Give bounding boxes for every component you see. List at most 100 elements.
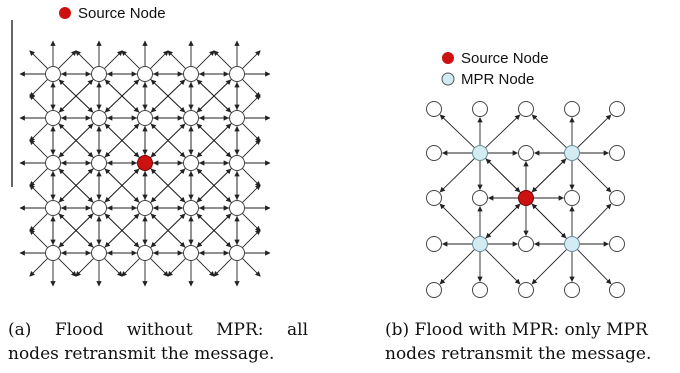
flood-edge-outward xyxy=(241,184,261,204)
flood-edge-outward xyxy=(75,50,95,70)
flood-edge xyxy=(150,79,186,114)
flood-edge-outward xyxy=(241,139,261,159)
mpr-node xyxy=(564,236,580,252)
flood-edge-outward xyxy=(167,257,187,277)
caption-b-line-1: (b) Flood with MPR: only MPR xyxy=(385,320,648,340)
flood-edge xyxy=(104,79,140,114)
panel-a-legend: Source Node xyxy=(59,5,166,22)
flood-edge xyxy=(58,123,94,159)
flood-edge-outward xyxy=(29,139,49,159)
mpr-edge xyxy=(485,157,521,193)
flood-edge-outward xyxy=(29,78,49,98)
flood-edge xyxy=(58,79,94,114)
node xyxy=(45,110,61,126)
caption-a-line-1: (a) Flood without MPR: all xyxy=(8,320,308,340)
flood-edge xyxy=(150,213,186,249)
caption-a: (a) Flood without MPR: all nodes retrans… xyxy=(8,318,308,366)
flood-edge xyxy=(150,123,186,159)
node xyxy=(564,101,580,117)
panel-b-mpr-flood xyxy=(426,101,625,298)
node xyxy=(426,282,442,298)
node xyxy=(426,145,442,161)
node xyxy=(45,200,61,216)
flood-edge-outward xyxy=(29,167,49,187)
node xyxy=(229,155,245,171)
node xyxy=(609,190,625,206)
legend-source-dot xyxy=(442,52,454,64)
mpr-edge xyxy=(439,248,476,285)
flood-edge-outward xyxy=(29,257,49,277)
node xyxy=(518,236,534,252)
node xyxy=(426,190,442,206)
node xyxy=(564,282,580,298)
flood-edge xyxy=(196,213,232,249)
node xyxy=(183,66,199,82)
mpr-edge xyxy=(439,114,475,149)
flood-edge-outward xyxy=(195,50,215,70)
legend-b-mpr-label: MPR Node xyxy=(461,71,534,88)
flood-edge-outward xyxy=(241,122,261,142)
node xyxy=(91,110,107,126)
source-node xyxy=(518,190,534,206)
node xyxy=(229,66,245,82)
flood-edge-outward xyxy=(103,257,123,277)
mpr-edge xyxy=(531,157,567,193)
flood-edge xyxy=(58,168,94,204)
flood-edge xyxy=(196,123,232,159)
source-node xyxy=(137,155,153,171)
flood-edge xyxy=(196,168,232,204)
flood-edge-outward xyxy=(103,50,123,70)
node xyxy=(426,101,442,117)
node xyxy=(564,190,580,206)
flood-edge xyxy=(58,213,94,249)
legend-a-source-label: Source Node xyxy=(78,5,166,22)
mpr-edge xyxy=(576,249,612,285)
flood-edge xyxy=(150,213,186,249)
flood-edge xyxy=(104,79,140,114)
flood-edge xyxy=(58,123,94,159)
flood-edge xyxy=(104,168,140,204)
mpr-edge xyxy=(576,157,612,193)
flood-edge xyxy=(104,123,140,159)
node xyxy=(609,101,625,117)
flood-edge xyxy=(104,213,140,249)
node xyxy=(518,145,534,161)
flood-edge xyxy=(150,123,186,159)
mpr-node xyxy=(472,236,488,252)
flood-edge xyxy=(104,123,140,159)
node xyxy=(518,101,534,117)
node xyxy=(183,245,199,261)
flood-edge-outward xyxy=(29,122,49,142)
node xyxy=(609,282,625,298)
mpr-edge xyxy=(531,203,568,240)
flood-edge-outward xyxy=(57,257,77,277)
node xyxy=(45,155,61,171)
mpr-edge xyxy=(484,203,521,240)
flood-edge-outward xyxy=(75,257,95,277)
flood-edge xyxy=(150,168,186,204)
node xyxy=(609,145,625,161)
panel-a-full-flood xyxy=(19,40,271,287)
node xyxy=(45,66,61,82)
node xyxy=(137,66,153,82)
mpr-edge xyxy=(439,203,476,240)
mpr-edge xyxy=(577,114,612,149)
node xyxy=(137,110,153,126)
flood-edge-outward xyxy=(241,212,261,232)
flood-edge xyxy=(196,213,232,249)
node xyxy=(45,245,61,261)
flood-edge xyxy=(104,168,140,204)
node xyxy=(137,245,153,261)
flood-edge-outward xyxy=(195,257,215,277)
mpr-edge xyxy=(439,157,475,193)
flood-edge-outward xyxy=(241,78,261,98)
mpr-edge xyxy=(531,248,568,285)
node xyxy=(472,101,488,117)
node xyxy=(183,200,199,216)
flood-edge-outward xyxy=(121,50,141,70)
node xyxy=(229,245,245,261)
node xyxy=(472,282,488,298)
caption-b: (b) Flood with MPR: only MPR nodes retra… xyxy=(385,318,677,366)
flood-edge-outward xyxy=(241,50,261,70)
